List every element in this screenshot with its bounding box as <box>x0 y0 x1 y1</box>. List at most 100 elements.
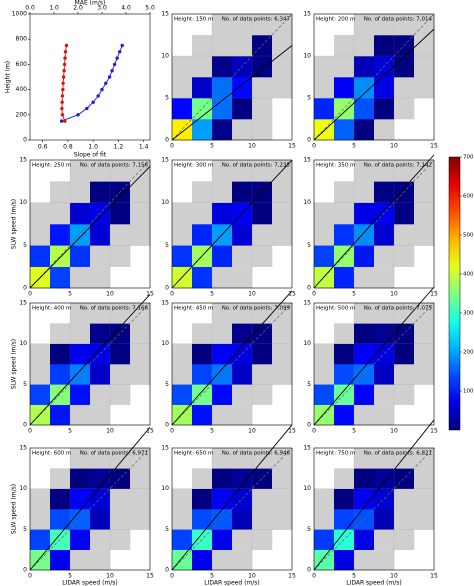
x-tick-label: 5 <box>352 573 356 580</box>
panel-subtitle: No. of data points: 7,166 <box>80 306 149 312</box>
heat-cell <box>50 468 71 489</box>
heat-cell <box>394 160 415 182</box>
heat-cell <box>232 266 253 289</box>
y-tick-label: 10 <box>19 340 27 347</box>
y-tick-label: 15 <box>303 11 311 18</box>
heat-cell <box>252 364 273 385</box>
y-tick-label: 5 <box>307 95 311 102</box>
heat-cell <box>172 488 193 510</box>
heat-cell <box>30 384 51 405</box>
y-tick-label: 10 <box>19 199 27 206</box>
heat-cell <box>252 224 273 246</box>
heat-cell <box>252 119 273 141</box>
heat-cell <box>354 529 375 550</box>
y-tick-label: 15 <box>19 445 27 452</box>
heat-cell <box>374 245 395 267</box>
heat-cell <box>192 119 213 141</box>
heat-cell <box>192 468 213 489</box>
series-point <box>59 119 64 123</box>
heat-cell <box>50 343 71 365</box>
series-point <box>62 69 66 73</box>
series-line <box>61 45 123 122</box>
heat-cell <box>334 35 355 57</box>
panel-subtitle: No. of data points: 7,075 <box>364 306 433 312</box>
heat-cell <box>232 181 253 203</box>
y-axis-label: SLW speed (m/s) <box>11 339 18 389</box>
heat-cell <box>110 202 131 225</box>
heat-cell <box>314 488 335 510</box>
heat-cell <box>354 14 375 36</box>
x-tick-label: 5 <box>210 428 214 435</box>
heat-cell <box>334 202 355 225</box>
heat-cell <box>374 266 395 289</box>
x-tick-label: 15 <box>288 573 296 580</box>
heat-cell <box>110 224 131 246</box>
heat-cell <box>212 468 233 489</box>
series-point <box>91 100 95 104</box>
fit-line <box>171 159 293 289</box>
heat-cell <box>354 98 375 120</box>
heat-cell <box>212 14 233 36</box>
heat-cell <box>414 323 435 344</box>
one-to-one-line <box>29 447 151 571</box>
y-tick-label: 5 <box>307 381 311 388</box>
heat-cell <box>90 343 111 365</box>
panel-subtitle: No. of data points: 6,971 <box>80 451 148 457</box>
heat-cell <box>272 224 293 246</box>
heat-cell <box>50 224 71 246</box>
heat-cell <box>354 323 375 344</box>
y-tick-label: 5 <box>165 95 169 102</box>
heat-cell <box>272 343 293 365</box>
heat-cell <box>252 14 273 36</box>
axes-frame <box>29 447 151 571</box>
series-point <box>63 56 67 60</box>
x-tick-label: 15 <box>146 291 154 298</box>
heat-cell <box>172 343 193 365</box>
heat-cell <box>414 364 435 385</box>
heat-cell <box>90 364 111 385</box>
y-tick-label: 10 <box>303 485 311 492</box>
heat-cell <box>110 245 131 267</box>
heat-cell <box>252 448 273 469</box>
fit-line <box>171 45 293 141</box>
y-tick-label: 0 <box>165 285 169 292</box>
heat-cell <box>50 549 71 571</box>
axes-frame <box>29 302 151 426</box>
heat-cell <box>314 549 335 571</box>
heat-cell <box>192 224 213 246</box>
heat-cell <box>172 98 193 120</box>
heat-cell <box>394 488 415 510</box>
heat-cell <box>90 224 111 246</box>
x-tick-label: 15 <box>146 573 154 580</box>
series-point <box>61 75 66 79</box>
heat-cell <box>334 266 355 289</box>
heat-cell <box>90 181 111 203</box>
heat-cell <box>252 384 273 405</box>
y-tick-label: 10 <box>303 340 311 347</box>
heat-cell <box>90 549 111 571</box>
heat-cell <box>374 98 395 120</box>
heat-cell <box>90 160 111 182</box>
heat-cell <box>394 14 415 36</box>
heat-cell <box>354 384 375 405</box>
heat-cell <box>354 202 375 225</box>
x-tick-label: 10 <box>248 573 256 580</box>
x-tick-label: 5 <box>68 573 72 580</box>
x-tick-label: 0 <box>170 143 174 150</box>
heat-cell <box>394 384 415 405</box>
axes-frame <box>171 159 293 289</box>
heat-cell <box>90 404 111 426</box>
heat-cell <box>192 181 213 203</box>
series-point <box>61 87 65 92</box>
x2-tick-label: 5.0 <box>145 5 155 12</box>
heat-cell <box>192 343 213 365</box>
x-tick-label: 0 <box>170 573 174 580</box>
y-tick-label: 15 <box>161 11 169 18</box>
heat-cell <box>354 266 375 289</box>
x-tick-label: 0 <box>28 291 32 298</box>
heat-cell <box>172 509 193 530</box>
heat-cell <box>394 323 415 344</box>
y-axis-label: Height (m) <box>5 61 12 93</box>
heat-cell <box>212 323 233 344</box>
